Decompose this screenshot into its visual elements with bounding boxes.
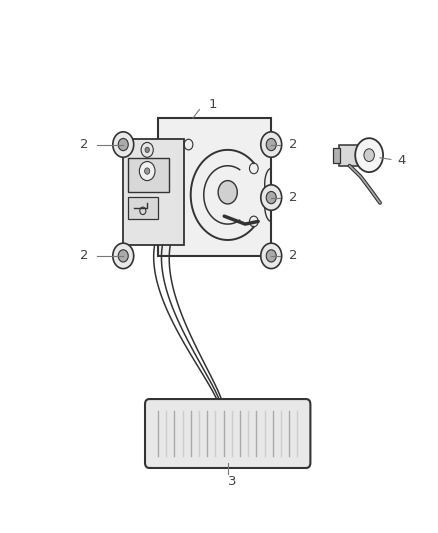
Circle shape bbox=[218, 181, 237, 204]
FancyBboxPatch shape bbox=[145, 399, 311, 468]
Text: 1: 1 bbox=[208, 98, 217, 111]
Circle shape bbox=[145, 147, 149, 152]
Circle shape bbox=[261, 132, 282, 157]
Text: 2: 2 bbox=[80, 249, 88, 262]
Circle shape bbox=[261, 185, 282, 211]
Text: 2: 2 bbox=[80, 138, 88, 151]
Text: 4: 4 bbox=[397, 154, 406, 167]
Text: 2: 2 bbox=[289, 138, 297, 151]
Circle shape bbox=[118, 250, 128, 262]
Circle shape bbox=[364, 149, 374, 161]
Circle shape bbox=[355, 138, 383, 172]
Circle shape bbox=[113, 132, 134, 157]
Circle shape bbox=[139, 161, 155, 181]
FancyBboxPatch shape bbox=[127, 197, 158, 219]
Text: 2: 2 bbox=[289, 191, 297, 204]
Circle shape bbox=[113, 243, 134, 269]
FancyBboxPatch shape bbox=[333, 148, 340, 163]
FancyBboxPatch shape bbox=[339, 144, 364, 166]
Text: 3: 3 bbox=[228, 475, 236, 488]
Text: 2: 2 bbox=[289, 249, 297, 262]
Circle shape bbox=[266, 139, 276, 151]
Circle shape bbox=[266, 191, 276, 204]
Circle shape bbox=[145, 168, 150, 174]
FancyBboxPatch shape bbox=[123, 139, 184, 245]
FancyBboxPatch shape bbox=[158, 118, 271, 256]
Circle shape bbox=[118, 139, 128, 151]
FancyBboxPatch shape bbox=[127, 158, 169, 192]
Circle shape bbox=[266, 250, 276, 262]
Circle shape bbox=[261, 243, 282, 269]
